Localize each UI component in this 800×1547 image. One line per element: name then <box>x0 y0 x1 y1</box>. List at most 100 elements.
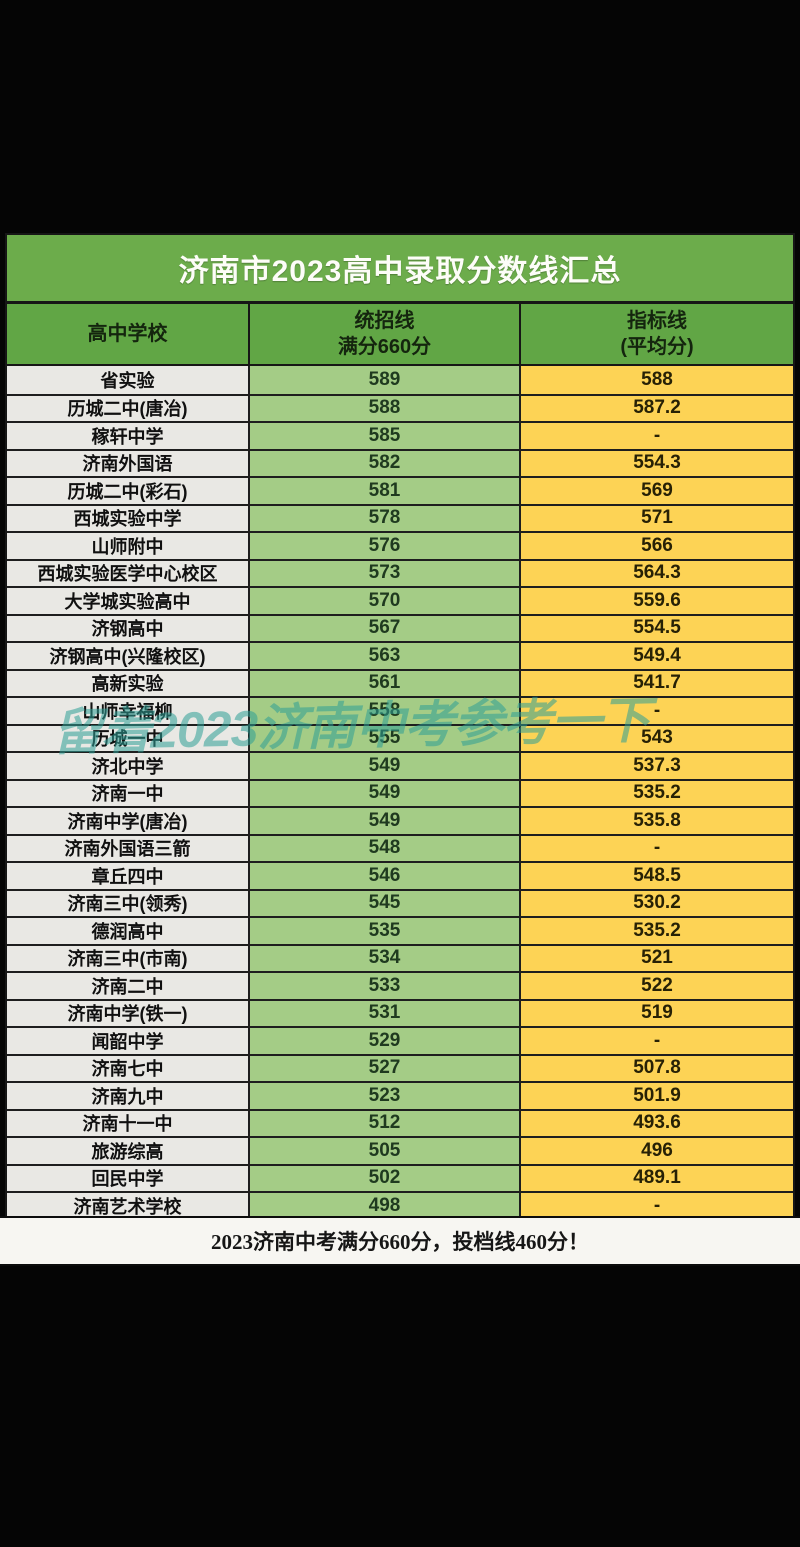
header-unified-column: 统招线 满分660分 <box>250 304 521 364</box>
header-quota-column: 指标线 (平均分) <box>521 304 793 364</box>
header-unified-line2: 满分660分 <box>337 336 432 358</box>
unified-score-cell: 549 <box>250 808 521 834</box>
table-row: 历城二中(彩石) 581 569 <box>7 476 793 504</box>
table-header-row: 高中学校 统招线 满分660分 指标线 (平均分) <box>7 304 793 366</box>
quota-score-cell: 549.4 <box>521 643 793 669</box>
table-row: 济南中学(铁一) 531 519 <box>7 998 793 1026</box>
school-cell: 历城一中 <box>7 725 250 751</box>
header-school-column: 高中学校 <box>7 304 250 364</box>
unified-score-cell: 512 <box>250 1110 521 1136</box>
school-cell: 旅游综高 <box>7 1138 250 1164</box>
school-cell: 济南一中 <box>7 780 250 806</box>
school-cell: 历城二中(唐冶) <box>7 395 250 421</box>
school-cell: 山师附中 <box>7 533 250 559</box>
unified-score-cell: 563 <box>250 643 521 669</box>
quota-score-cell: - <box>521 1193 793 1219</box>
table-row: 历城一中 555 543 <box>7 723 793 751</box>
quota-score-cell: 535.2 <box>521 918 793 944</box>
table-row: 稼轩中学 585 - <box>7 421 793 449</box>
table-row: 闻韶中学 529 - <box>7 1026 793 1054</box>
unified-score-cell: 549 <box>250 780 521 806</box>
unified-score-cell: 578 <box>250 505 521 531</box>
quota-score-cell: 501.9 <box>521 1083 793 1109</box>
unified-score-cell: 498 <box>250 1193 521 1219</box>
unified-score-cell: 582 <box>250 450 521 476</box>
school-cell: 历城二中(彩石) <box>7 478 250 504</box>
school-cell: 济南中学(铁一) <box>7 1000 250 1026</box>
table-row: 济南中学(唐冶) 549 535.8 <box>7 806 793 834</box>
school-cell: 德润高中 <box>7 918 250 944</box>
unified-score-cell: 548 <box>250 835 521 861</box>
table-row: 章丘四中 546 548.5 <box>7 861 793 889</box>
school-cell: 济南艺术学校 <box>7 1193 250 1219</box>
quota-score-cell: 537.3 <box>521 753 793 779</box>
unified-score-cell: 505 <box>250 1138 521 1164</box>
table-row: 济钢高中(兴隆校区) 563 549.4 <box>7 641 793 669</box>
header-quota-line1: 指标线 <box>627 310 687 332</box>
quota-score-cell: 535.2 <box>521 780 793 806</box>
quota-score-cell: 554.3 <box>521 450 793 476</box>
unified-score-cell: 529 <box>250 1028 521 1054</box>
school-cell: 西城实验医学中心校区 <box>7 560 250 586</box>
header-unified-line1: 统招线 <box>354 310 415 332</box>
quota-score-cell: 564.3 <box>521 560 793 586</box>
unified-score-cell: 533 <box>250 973 521 999</box>
unified-score-cell: 581 <box>250 478 521 504</box>
quota-score-cell: 588 <box>521 366 793 394</box>
school-cell: 大学城实验高中 <box>7 588 250 614</box>
table-row: 德润高中 535 535.2 <box>7 916 793 944</box>
unified-score-cell: 570 <box>250 588 521 614</box>
quota-score-cell: 521 <box>521 945 793 971</box>
unified-score-cell: 523 <box>250 1083 521 1109</box>
quota-score-cell: 566 <box>521 533 793 559</box>
table-row: 济南九中 523 501.9 <box>7 1081 793 1109</box>
quota-score-cell: 535.8 <box>521 808 793 834</box>
table-row: 济南七中 527 507.8 <box>7 1053 793 1081</box>
quota-score-cell: 530.2 <box>521 890 793 916</box>
quota-score-cell: 496 <box>521 1138 793 1164</box>
unified-score-cell: 555 <box>250 725 521 751</box>
school-cell: 西城实验中学 <box>7 505 250 531</box>
footnote-bar: 2023济南中考满分660分，投档线460分！ <box>0 1216 800 1266</box>
table-row: 济南三中(领秀) 545 530.2 <box>7 888 793 916</box>
school-cell: 章丘四中 <box>7 863 250 889</box>
table-row: 历城二中(唐冶) 588 587.2 <box>7 393 793 421</box>
header-school-line1: 高中学校 <box>87 323 168 345</box>
school-cell: 济钢高中 <box>7 615 250 641</box>
table-row: 济钢高中 567 554.5 <box>7 613 793 641</box>
table-row: 济南十一中 512 493.6 <box>7 1108 793 1136</box>
table-row: 西城实验医学中心校区 573 564.3 <box>7 558 793 586</box>
quota-score-cell: 543 <box>521 725 793 751</box>
quota-score-cell: 559.6 <box>521 588 793 614</box>
school-cell: 济南九中 <box>7 1083 250 1109</box>
unified-score-cell: 545 <box>250 890 521 916</box>
unified-score-cell: 531 <box>250 1000 521 1026</box>
quota-score-cell: 519 <box>521 1000 793 1026</box>
quota-score-cell: 541.7 <box>521 670 793 696</box>
school-cell: 济南七中 <box>7 1055 250 1081</box>
school-cell: 高新实验 <box>7 670 250 696</box>
quota-score-cell: 489.1 <box>521 1165 793 1191</box>
school-cell: 稼轩中学 <box>7 423 250 449</box>
scores-table: 济南市2023高中录取分数线汇总 高中学校 统招线 满分660分 指标线 (平均… <box>5 233 795 1221</box>
school-cell: 济南外国语三箭 <box>7 835 250 861</box>
quota-score-cell: - <box>521 698 793 724</box>
unified-score-cell: 573 <box>250 560 521 586</box>
table-row: 省实验 589 588 <box>7 366 793 394</box>
school-cell: 济南十一中 <box>7 1110 250 1136</box>
table-row: 回民中学 502 489.1 <box>7 1163 793 1191</box>
unified-score-cell: 567 <box>250 615 521 641</box>
school-cell: 济钢高中(兴隆校区) <box>7 643 250 669</box>
unified-score-cell: 588 <box>250 395 521 421</box>
quota-score-cell: 587.2 <box>521 395 793 421</box>
table-row: 高新实验 561 541.7 <box>7 668 793 696</box>
school-cell: 济南二中 <box>7 973 250 999</box>
table-row: 山师附中 576 566 <box>7 531 793 559</box>
header-quota-line2: (平均分) <box>620 336 694 358</box>
unified-score-cell: 558 <box>250 698 521 724</box>
unified-score-cell: 546 <box>250 863 521 889</box>
quota-score-cell: 548.5 <box>521 863 793 889</box>
table-row: 济南外国语 582 554.3 <box>7 448 793 476</box>
quota-score-cell: - <box>521 1028 793 1054</box>
